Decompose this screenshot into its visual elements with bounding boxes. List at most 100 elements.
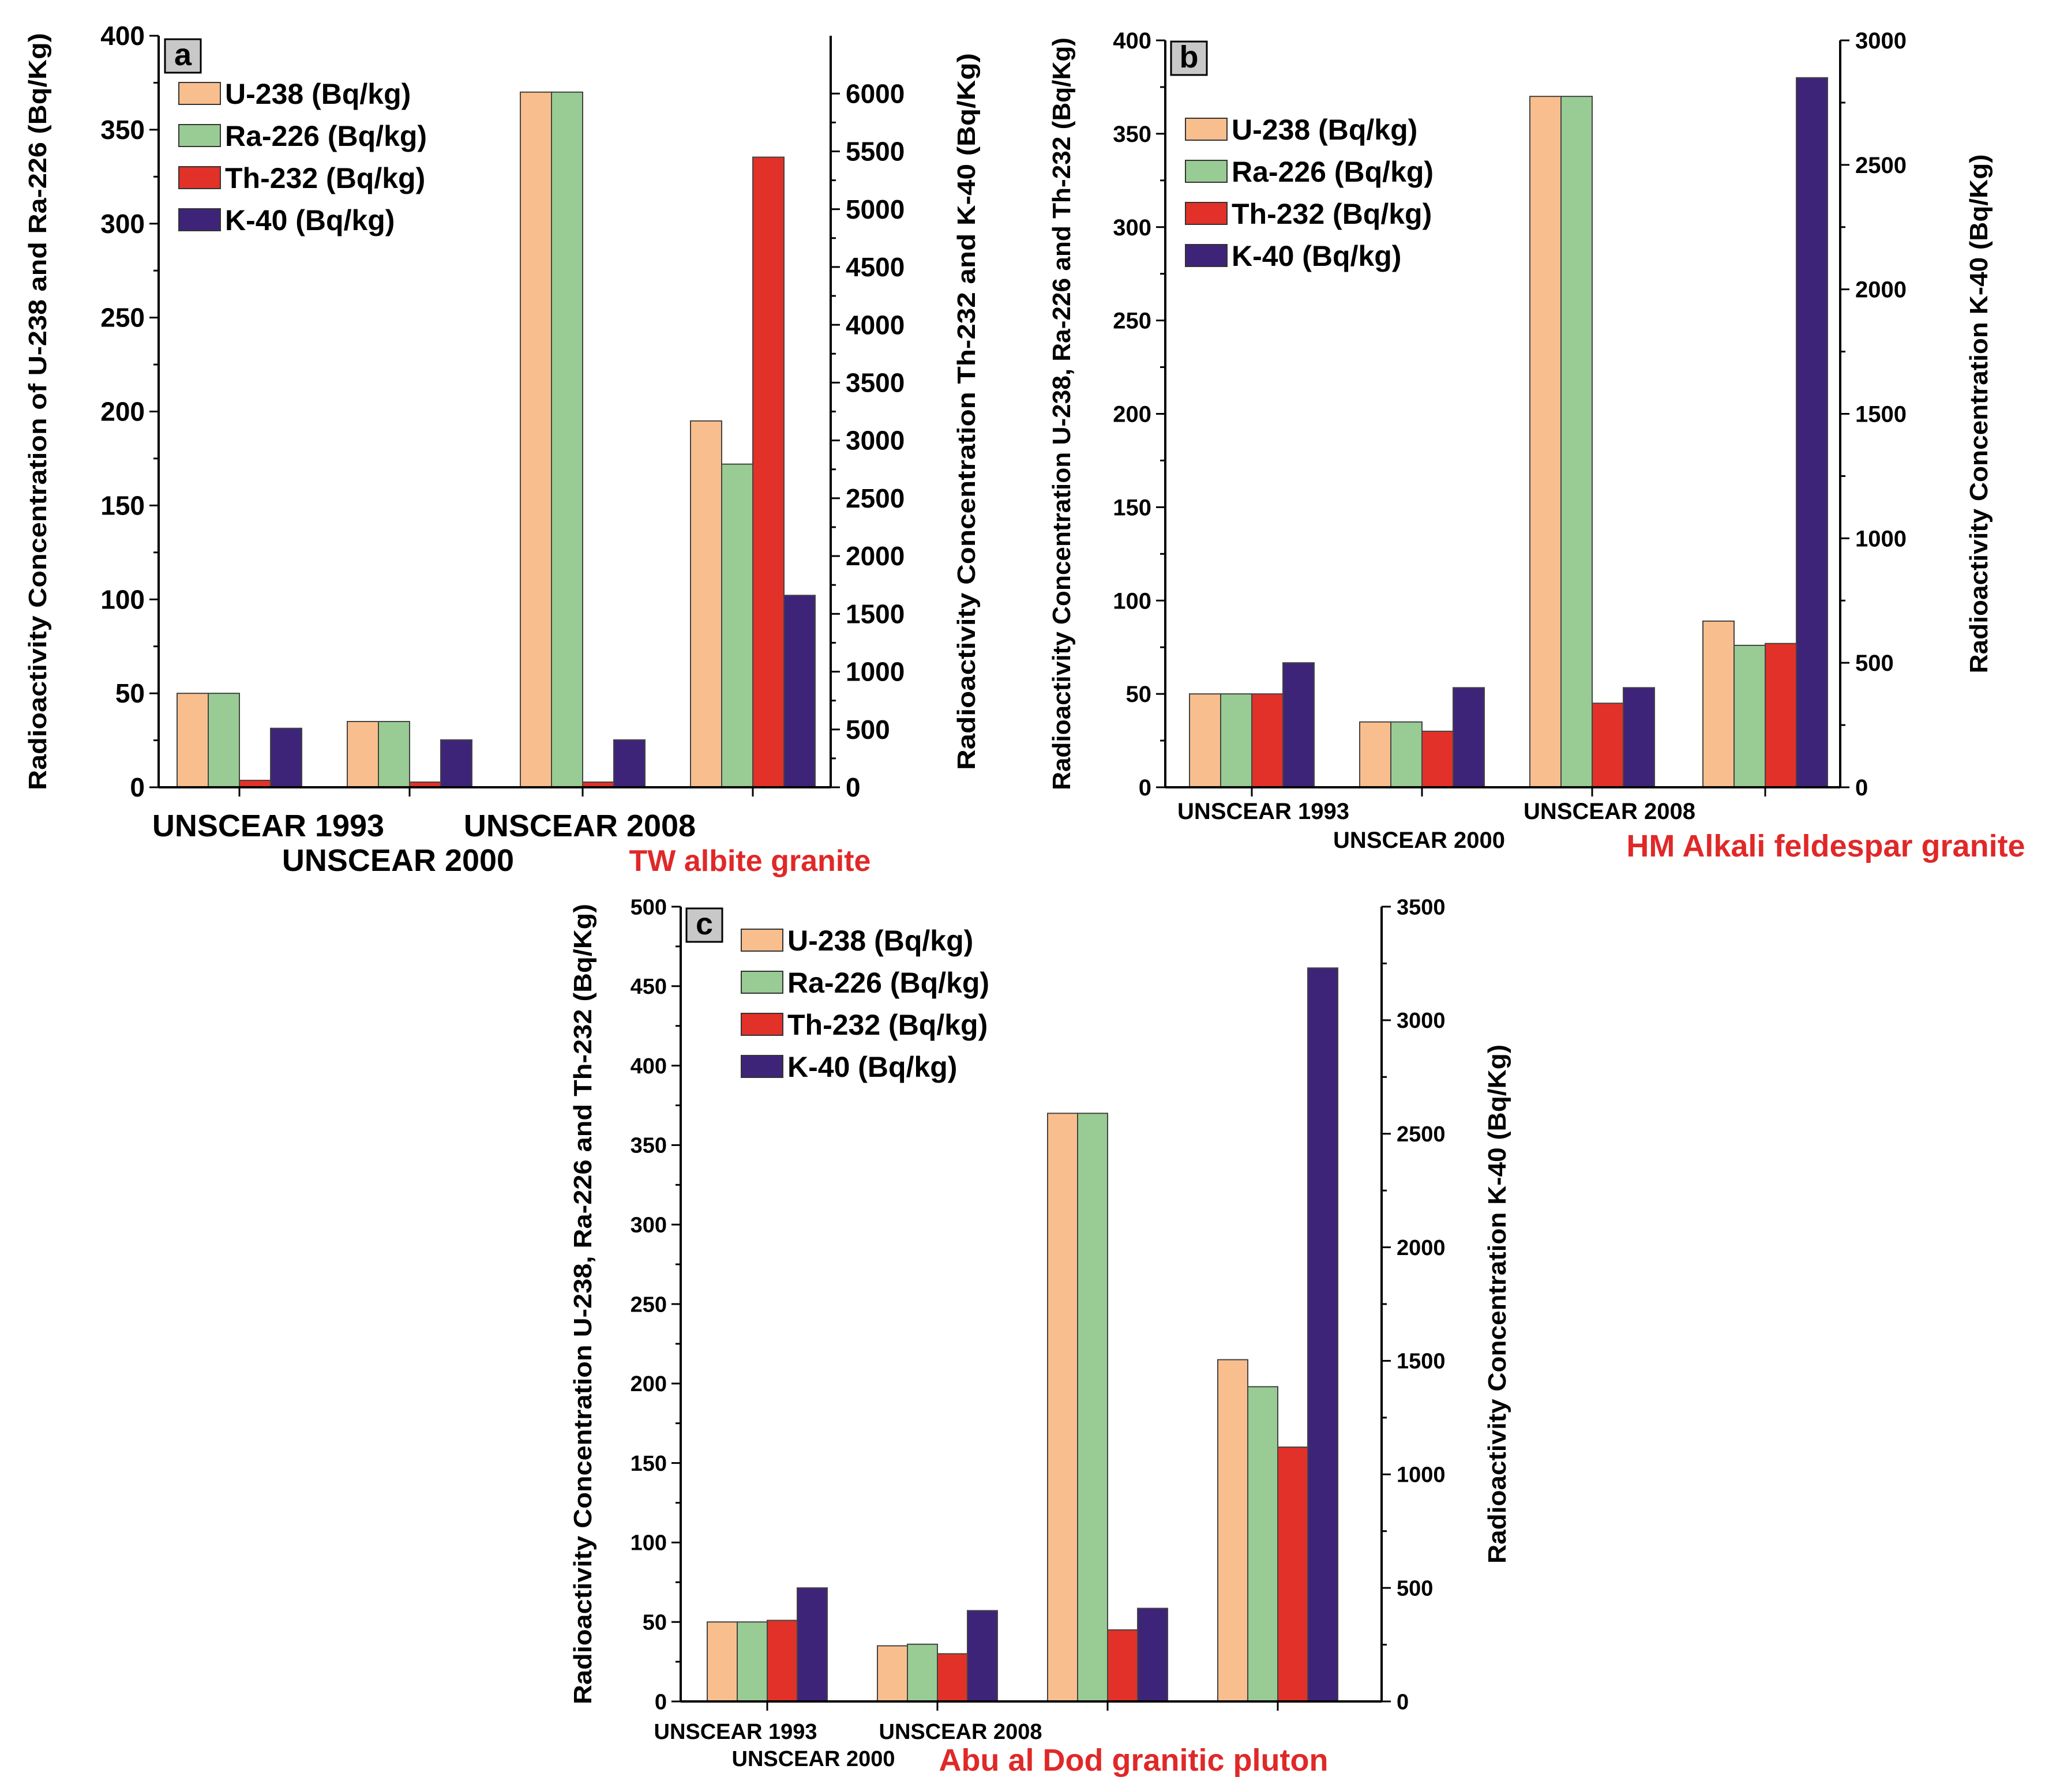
right-tick-label: 500 xyxy=(846,715,890,745)
bar-c-s2-c3 xyxy=(1277,1447,1308,1703)
right-y-axis-label: Radioactivity Concentration K-40 (Bq/Kg) xyxy=(1483,1045,1511,1564)
axes-a: 0501001502002503003504000500100015002000… xyxy=(100,21,905,802)
axes-c: 0 50 100 150 200 250 300 350 400 450 500 0 500 1000 15… xyxy=(631,895,1446,1714)
left-tick-label: 50 xyxy=(115,678,145,708)
bar-b-s2-c1 xyxy=(1421,730,1454,788)
legend-label: K-40 (Bq/kg) xyxy=(225,204,395,236)
bar-c-s2-c1 xyxy=(937,1653,968,1703)
bar-b-s0-c0 xyxy=(1189,693,1221,788)
right-tick-label: 4000 xyxy=(846,310,905,340)
right-tick-label: 3000 xyxy=(1397,1009,1446,1033)
bar-a-s0-c3 xyxy=(690,420,722,788)
bar-b-s0-c1 xyxy=(1359,721,1391,788)
right-y-axis-label: Radioactivity Concentration Th-232 and K… xyxy=(952,53,981,770)
right-tick-label: 1500 xyxy=(1855,402,1907,427)
right-tick-label: 1000 xyxy=(1855,526,1907,551)
legend-swatch xyxy=(1185,202,1228,225)
legend-label: Th-232 (Bq/kg) xyxy=(1232,198,1432,230)
left-tick-label: 100 xyxy=(1113,588,1151,614)
bar-a-s0-c2 xyxy=(520,91,552,788)
left-y-axis-label: Radioactivity Concentration U-238, Ra-22… xyxy=(569,904,597,1704)
left-tick-label: 100 xyxy=(100,584,145,614)
bar-c-s1-c3 xyxy=(1247,1386,1278,1702)
bar-a-s3-c0 xyxy=(270,727,302,788)
legend-label: K-40 (Bq/kg) xyxy=(1232,240,1401,272)
bar-c-s1-c2 xyxy=(1077,1113,1108,1702)
category-label: UNSCEAR 2008 xyxy=(464,809,696,843)
bar-b-s3-c0 xyxy=(1282,662,1315,788)
left-tick-label: 100 xyxy=(631,1531,667,1556)
bar-b-s3-c3 xyxy=(1796,77,1828,788)
left-tick-label: 150 xyxy=(631,1452,667,1476)
bars-a xyxy=(177,91,816,788)
bar-c-s0-c1 xyxy=(877,1645,908,1703)
category-label: UNSCEAR 1993 xyxy=(152,809,384,843)
right-tick-label: 3000 xyxy=(846,426,905,456)
left-tick-label: 500 xyxy=(631,895,667,919)
right-tick-label: 3500 xyxy=(1397,895,1446,919)
left-tick-label: 0 xyxy=(130,772,145,802)
bar-b-s1-c2 xyxy=(1560,96,1593,788)
left-tick-label: 300 xyxy=(100,209,145,239)
bar-c-s2-c2 xyxy=(1107,1629,1138,1702)
right-y-axis-label: Radioactivity Concentration K-40 (Bq/Kg) xyxy=(1965,155,1993,674)
category-label: UNSCEAR 1993 xyxy=(654,1720,817,1744)
bar-a-s0-c1 xyxy=(347,720,379,788)
left-tick-label: 0 xyxy=(1139,775,1151,801)
right-tick-label: 5500 xyxy=(846,137,905,167)
left-tick-label: 250 xyxy=(1113,309,1151,334)
panel-letter-box xyxy=(164,38,202,74)
right-tick-label: 1000 xyxy=(1397,1463,1446,1487)
right-tick-label: 6000 xyxy=(846,78,905,108)
category-label: UNSCEAR 2008 xyxy=(1524,799,1695,824)
right-tick-label: 2000 xyxy=(1397,1236,1446,1260)
legend-label: Th-232 (Bq/kg) xyxy=(787,1009,988,1041)
category-label: UNSCEAR 2008 xyxy=(879,1720,1042,1744)
bar-b-s3-c1 xyxy=(1453,687,1485,788)
bar-b-s1-c0 xyxy=(1220,693,1252,788)
left-y-axis-label: Radioactivity Concentration U-238, Ra-22… xyxy=(1048,37,1076,790)
bar-c-s1-c0 xyxy=(737,1621,768,1702)
bar-b-s0-c2 xyxy=(1529,96,1562,788)
left-tick-label: 200 xyxy=(100,397,145,427)
bar-c-s1-c1 xyxy=(907,1643,938,1702)
legend-swatch xyxy=(741,1055,783,1078)
panel-letter-box xyxy=(685,907,723,943)
legend-swatch xyxy=(178,208,221,231)
left-tick-label: 50 xyxy=(643,1611,667,1635)
legend-label: Ra-226 (Bq/kg) xyxy=(225,120,427,152)
left-tick-label: 200 xyxy=(631,1372,667,1396)
category-label: UNSCEAR 2000 xyxy=(282,843,514,878)
panel-letter: b xyxy=(1180,40,1199,74)
left-tick-label: 300 xyxy=(1113,215,1151,241)
bar-c-s3-c1 xyxy=(967,1610,998,1703)
bar-b-s0-c3 xyxy=(1702,620,1735,788)
panel-letter-box xyxy=(1170,40,1208,76)
left-tick-label: 300 xyxy=(631,1214,667,1238)
bar-b-s1-c3 xyxy=(1733,644,1766,788)
legend-b: U-238 (Bq/kg) Ra-226 (Bq/kg) Th-232 (Bq/kg… xyxy=(1185,114,1434,272)
legend-swatch xyxy=(741,929,783,952)
right-tick-label: 2000 xyxy=(1855,277,1907,303)
left-tick-label: 400 xyxy=(100,21,145,51)
category-label: UNSCEAR 1993 xyxy=(1177,799,1349,824)
legend-c: U-238 (Bq/kg) Ra-226 (Bq/kg) Th-232 (Bq/kg… xyxy=(741,925,989,1083)
legend-swatch xyxy=(178,124,221,147)
right-tick-label: 0 xyxy=(846,772,861,802)
panel-letter: c xyxy=(696,907,713,941)
bar-b-s2-c0 xyxy=(1251,693,1284,788)
right-tick-label: 3500 xyxy=(846,367,905,397)
sample-subtitle: Abu al Dod granitic pluton xyxy=(939,1743,1329,1778)
legend-label: K-40 (Bq/kg) xyxy=(787,1051,957,1083)
bar-c-s3-c2 xyxy=(1137,1607,1168,1702)
right-tick-label: 1500 xyxy=(1397,1350,1446,1374)
legend-swatch xyxy=(1185,160,1228,183)
left-tick-label: 400 xyxy=(631,1054,667,1079)
legend-label: U-238 (Bq/kg) xyxy=(787,925,973,957)
bar-b-s2-c3 xyxy=(1765,643,1797,788)
bar-c-s0-c2 xyxy=(1047,1113,1078,1702)
bars-c xyxy=(707,967,1338,1703)
bar-a-s3-c2 xyxy=(613,739,646,788)
legend-swatch xyxy=(1185,244,1228,267)
bar-c-s3-c3 xyxy=(1307,967,1338,1702)
